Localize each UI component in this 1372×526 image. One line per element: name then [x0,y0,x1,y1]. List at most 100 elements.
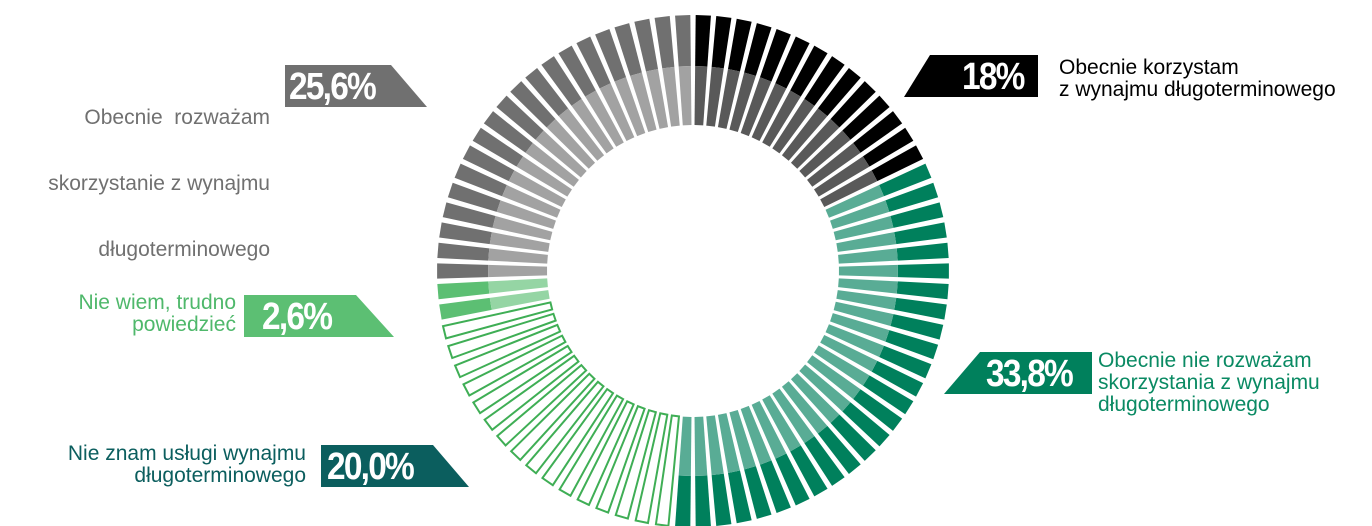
donut-segment-5 [576,36,635,142]
donut-segment-2 [830,313,939,360]
donut-segment-2 [825,163,932,218]
badge-shape [321,445,469,487]
donut-segment-2 [838,263,949,279]
donut-segment-1 [799,95,890,178]
donut-segment-1 [694,15,711,126]
donut-segment-2 [807,355,903,431]
donut-segment-5 [462,145,566,208]
donut-segment-3 [441,301,554,340]
donut-segment-1 [751,36,810,142]
donut-segment-5 [654,16,680,127]
donut-segment-5 [558,45,624,147]
donut-segment-2 [825,324,932,379]
slice-label-line: Obecnie rozważam [84,106,270,129]
slice-label: Obecnie rozważam skorzystanie z wynajmu … [0,63,270,283]
donut-segment-2 [781,381,861,475]
donut-segment-3 [446,312,557,360]
donut-segment-2 [814,345,914,415]
donut-segment-5 [595,29,646,137]
donut-segment-5 [483,111,579,187]
slice-value: 18% [962,56,1025,98]
donut-segment-5 [437,242,548,264]
donut-segment-5 [525,67,605,161]
donut-segment-3 [495,363,588,447]
donut-segment-2 [838,242,949,264]
slice-label-line: długoterminowego [98,238,270,261]
badge-shape [244,295,394,337]
badge-shape [285,65,427,107]
donut-segment-5 [437,263,548,279]
slice-label-line: skorzystanie z wynajmu [48,172,270,195]
donut-segment-2 [762,395,828,497]
slice-label-line: Obecnie nie rozważam [1098,349,1312,372]
donut-segment-3 [576,400,635,507]
donut-segment-3 [471,344,573,415]
donut-segment-3 [634,412,669,525]
donut-segment-2 [729,409,772,519]
donut-segment-2 [706,415,732,526]
donut-segment-2 [833,202,944,241]
donut-segment-1 [729,23,772,133]
donut-segment-5 [541,56,614,154]
donut-segment-5 [510,81,596,169]
donut-segment-1 [772,56,845,154]
donut-segment-5 [439,222,550,252]
slice-label-line: Obecnie korzystam [1059,56,1239,79]
donut-segment-4 [439,290,550,320]
slice-label: Nie wiem, trudno powiedzieć [0,292,236,336]
donut-segment-1 [740,29,791,137]
donut-segment-1 [762,45,828,147]
donut-segment-3 [541,387,615,487]
slice-label-line: Nie wiem, trudno [78,291,236,314]
donut-segment-2 [836,222,947,252]
donut-segment-3 [524,380,605,475]
donut-segment-2 [740,405,791,513]
donut-segment-3 [483,354,580,432]
donut-segment-2 [838,278,949,300]
donut-segment-2 [836,290,947,320]
slice-label: Obecnie korzystam z wynajmu długotermino… [1059,57,1336,101]
slice-label-line: skorzystania z wynajmu [1098,371,1320,394]
badge-shape [944,352,1092,394]
badge-slice-3: 20,0% [321,445,469,488]
donut-segment-2 [833,301,944,340]
donut-segment-3 [558,394,625,498]
donut-segment-5 [454,163,561,218]
badge-slice-2: 33,8% [944,352,1092,395]
slice-label-line: Nie znam usługi wynajmu [67,442,306,465]
donut-segment-4 [437,278,548,300]
slice-label: Obecnie nie rozważam skorzystania z wyna… [1098,350,1320,416]
donut-segment-3 [453,323,562,379]
donut-segment-1 [790,81,876,169]
donut-segment-1 [781,67,861,161]
donut-segment-5 [472,127,572,197]
donut-segment-3 [595,404,646,514]
donut-segment-2 [799,364,890,447]
badge-slice-1: 18% [904,55,1038,98]
donut-segment-5 [447,182,556,229]
slice-label-line: z wynajmu długoterminowego [1059,78,1336,101]
badge-slice-5: 25,6% [285,65,427,108]
slice-label-line: powiedzieć [132,313,236,336]
badge-slice-4: 2,6% [244,295,394,338]
slice-label-line: długoterminowego [1098,393,1270,416]
donut-segment-5 [675,15,692,126]
donut-segment-2 [772,388,845,486]
donut-segment-1 [820,145,924,208]
donut-segment-1 [807,111,903,187]
donut-segment-1 [717,18,752,129]
slice-label: Nie znam usługi wynajmu długoterminowego [0,443,306,487]
donut-segment-2 [790,373,876,461]
donut-segment-1 [706,16,732,127]
donut-segment-3 [509,372,596,462]
donut-segment-3 [614,408,658,520]
slice-label-line: długoterminowego [134,464,306,487]
donut-segment-2 [830,182,939,229]
donut-segment-2 [820,334,924,397]
donut-segment-3 [654,414,681,526]
badge-shape [904,55,1038,97]
donut-segment-1 [814,127,914,197]
slice-value: 33,8% [986,353,1074,395]
slice-value: 25,6% [289,66,377,108]
